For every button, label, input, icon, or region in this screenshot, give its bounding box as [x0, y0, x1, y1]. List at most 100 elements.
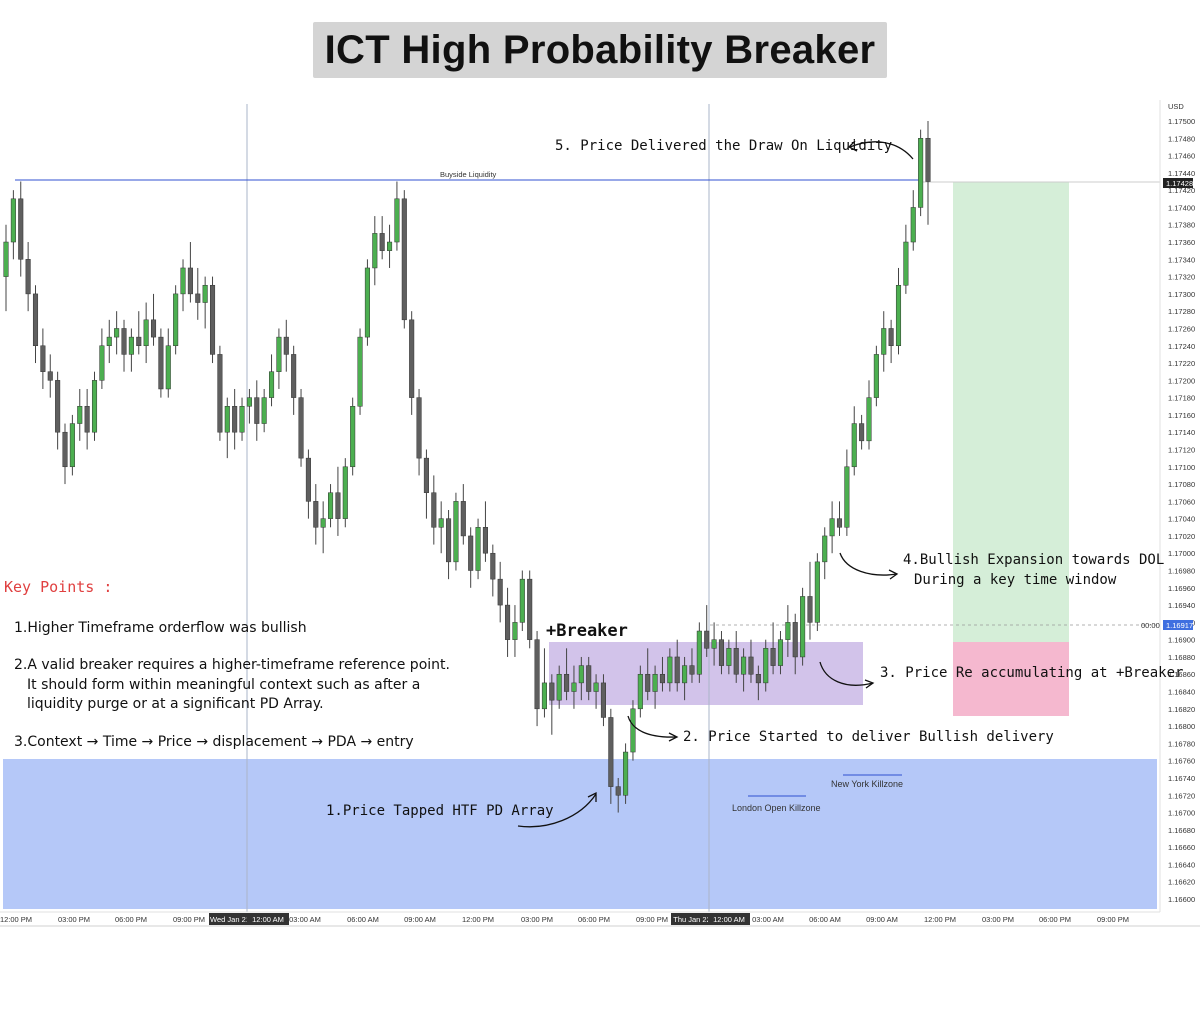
target-zone — [953, 182, 1069, 642]
bearish-candle — [689, 665, 695, 675]
bearish-candle — [792, 622, 798, 658]
y-tick-label: 1.16880 — [1168, 653, 1195, 662]
bullish-candle — [844, 466, 850, 528]
bullish-candle — [69, 423, 75, 468]
bearish-candle — [121, 328, 127, 355]
bullish-candle — [372, 233, 378, 269]
bearish-candle — [431, 492, 437, 528]
annotation-2: 2. Price Started to deliver Bullish deli… — [683, 729, 1054, 745]
bullish-candle — [881, 328, 887, 355]
bearish-candle — [755, 673, 761, 684]
y-tick-label: 1.17160 — [1168, 411, 1195, 420]
bullish-candle — [165, 345, 171, 390]
bullish-candle — [394, 198, 400, 243]
bullish-candle — [350, 406, 356, 468]
bearish-candle — [187, 267, 193, 295]
x-tick-labels: 12:00 PM 03:00 PM 06:00 PM 09:00 PM Wed Jan … — [0, 913, 1129, 925]
bullish-candle — [276, 336, 282, 372]
bullish-candle — [696, 630, 702, 675]
bullish-candle — [512, 622, 518, 640]
y-tick-label: 1.17140 — [1168, 428, 1195, 437]
x-tick-label: 03:00 PM — [521, 915, 553, 924]
annotation-1: 1.Price Tapped HTF PD Array — [326, 803, 554, 819]
bullish-candle — [364, 267, 370, 338]
bullish-candle — [261, 397, 267, 424]
arrow-5-head — [847, 140, 858, 152]
bearish-candle — [674, 656, 680, 684]
y-tick-label: 1.17200 — [1168, 376, 1195, 385]
x-tick-label: Thu Jan 22 — [673, 915, 711, 924]
bearish-candle — [836, 518, 843, 528]
x-axis: 12:00 PM 03:00 PM 06:00 PM 09:00 PM Wed Jan … — [0, 911, 1200, 927]
bullish-candle — [519, 578, 525, 623]
y-tick-label: 1.17120 — [1168, 445, 1195, 454]
y-tick-label: 1.16780 — [1168, 739, 1195, 748]
y-axis: USD 1.175001.174801.174601.174401.174201… — [1141, 100, 1195, 912]
x-tick-label: 03:00 AM — [289, 915, 321, 924]
bullish-candle — [128, 336, 134, 355]
bearish-candle — [401, 198, 407, 321]
bearish-candle — [608, 717, 614, 787]
arrow-2-head — [668, 732, 679, 742]
x-tick-badge — [708, 913, 750, 925]
bearish-candle — [55, 380, 61, 433]
y-tick-label: 1.17380 — [1168, 221, 1195, 230]
x-tick-label: 03:00 PM — [982, 915, 1014, 924]
bearish-candle — [32, 293, 39, 347]
y-tick-label: 1.17420 — [1168, 186, 1195, 195]
y-tick-label: 1.17400 — [1168, 203, 1195, 212]
bearish-candle — [217, 354, 223, 433]
bullish-candle — [143, 319, 149, 347]
page-title: ICT High Probability Breaker — [324, 27, 876, 72]
bullish-candle — [895, 284, 902, 347]
y-tick-label: 1.16720 — [1168, 791, 1195, 800]
bullish-candle — [202, 284, 208, 303]
y-tick-label: 1.16680 — [1168, 826, 1195, 835]
bearish-candle — [409, 319, 415, 398]
y-tick-label: 1.16660 — [1168, 843, 1195, 852]
y-axis-unit: USD — [1168, 102, 1184, 111]
bearish-candle — [534, 639, 540, 710]
bearish-candle — [600, 682, 606, 718]
arrow-3 — [819, 661, 874, 686]
y-tick-label: 1.16900 — [1168, 636, 1195, 645]
key-point-1: 1.Higher Timeframe orderflow was bullish — [14, 620, 307, 636]
y-tick-label: 1.17000 — [1168, 549, 1195, 558]
bullish-candle — [342, 466, 348, 519]
x-tick-label: 06:00 PM — [578, 915, 610, 924]
bearish-candle — [335, 492, 341, 519]
bearish-candle — [283, 336, 289, 355]
bearish-candle — [313, 501, 319, 528]
bearish-candle — [659, 673, 666, 684]
bearish-candle — [733, 648, 739, 675]
annotation-5: 5. Price Delivered the Draw On Liquidity — [555, 138, 892, 154]
bearish-candle — [298, 397, 304, 459]
arrow-4 — [839, 552, 898, 576]
key-point-2-cont-1: It should form within meaningful context… — [27, 677, 420, 693]
y-tick-label: 1.17340 — [1168, 255, 1195, 264]
y-tick-label: 1.17180 — [1168, 394, 1195, 403]
bearish-candle — [490, 552, 496, 580]
y-tick-labels: 1.175001.174801.174601.174401.174201.174… — [1168, 117, 1195, 904]
y-tick-label: 1.17440 — [1168, 169, 1195, 178]
bullish-candle — [763, 648, 769, 684]
y-tick-label: 1.17360 — [1168, 238, 1195, 247]
bearish-candle — [25, 259, 31, 295]
bearish-candle — [460, 501, 466, 537]
bullish-candle — [556, 673, 562, 701]
y-tick-label: 1.16960 — [1168, 584, 1195, 593]
bullish-candle — [593, 682, 599, 692]
bullish-candle — [667, 656, 673, 684]
key-points: Key Points : 1.Higher Timeframe orderflo… — [4, 578, 450, 750]
bullish-candle — [475, 527, 481, 571]
x-tick-label: 09:00 PM — [1097, 915, 1129, 924]
bullish-candle — [866, 397, 872, 442]
bullish-candle — [785, 622, 791, 640]
bearish-candle — [497, 578, 503, 606]
bearish-candle — [416, 397, 422, 459]
y-tick-label: 1.16700 — [1168, 809, 1195, 818]
annotation-4-line1: 4.Bullish Expansion towards DOL — [903, 552, 1164, 568]
bearish-candle — [232, 406, 238, 433]
y-tick-label: 1.17260 — [1168, 324, 1195, 333]
y-tick-label: 1.17300 — [1168, 290, 1195, 299]
